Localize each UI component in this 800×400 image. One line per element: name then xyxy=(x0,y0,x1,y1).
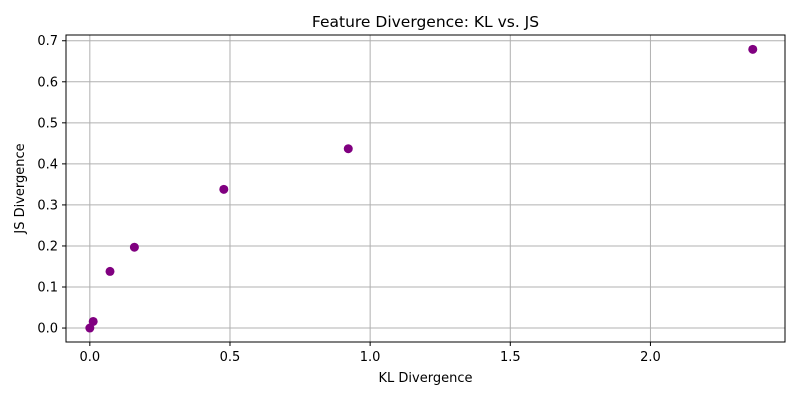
axis-ticks: 0.0 0.5 1.0 1.5 2.0 0.0 0.1 0.2 0.3 0.4 0.5 0.6 0.7 xyxy=(37,34,660,365)
x-axis-label: KL Divergence xyxy=(379,371,473,386)
y-tick-label: 0.0 xyxy=(37,322,58,337)
data-point xyxy=(343,144,353,154)
data-point xyxy=(219,184,229,194)
plot-area-frame xyxy=(65,34,786,343)
y-tick-label: 0.3 xyxy=(37,198,58,213)
x-tick-label: 0.5 xyxy=(220,350,241,365)
y-tick-label: 0.4 xyxy=(37,157,58,172)
y-axis-label: JS Divergence xyxy=(13,143,28,234)
data-point xyxy=(105,266,115,276)
y-tick-label: 0.7 xyxy=(37,34,58,49)
chart-title: Feature Divergence: KL vs. JS xyxy=(312,13,539,31)
data-point xyxy=(129,242,139,252)
x-tick-label: 1.0 xyxy=(360,350,381,365)
x-tick-label: 1.5 xyxy=(500,350,521,365)
data-points xyxy=(85,44,758,333)
y-tick-label: 0.1 xyxy=(37,281,58,296)
x-tick-label: 2.0 xyxy=(640,350,661,365)
grid-lines xyxy=(66,35,785,342)
data-point xyxy=(748,44,758,54)
x-tick-label: 0.0 xyxy=(79,350,100,365)
data-point xyxy=(88,316,98,326)
y-tick-label: 0.6 xyxy=(37,75,58,90)
y-tick-label: 0.2 xyxy=(37,239,58,254)
y-tick-label: 0.5 xyxy=(37,116,58,131)
